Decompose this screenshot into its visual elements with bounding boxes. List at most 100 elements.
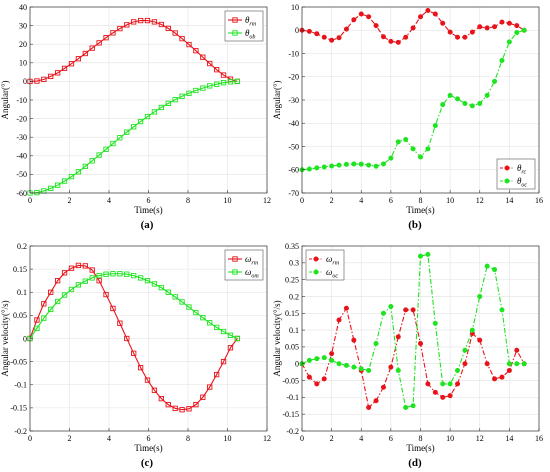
data-point-1-8 [358, 11, 364, 17]
data-point-2-14 [403, 137, 409, 143]
data-point-1-1 [34, 317, 40, 323]
data-point-2-24 [193, 87, 199, 94]
legend-label-2: θoc [517, 176, 527, 189]
data-point-2-1 [34, 325, 40, 331]
data-point-1-6 [68, 265, 75, 271]
data-point-2-10 [373, 163, 379, 169]
data-point-2-12 [388, 304, 394, 310]
data-point-1-20 [165, 25, 171, 32]
data-point-1-24 [193, 401, 199, 408]
data-point-2-29 [514, 30, 520, 36]
data-point-1-16 [417, 14, 423, 20]
data-point-1-25 [200, 54, 206, 60]
series-group [27, 262, 241, 413]
data-point-2-15 [131, 124, 137, 130]
y-tick-label: -0.2 [14, 427, 27, 436]
data-point-1-27 [213, 67, 220, 73]
data-point-2-8 [82, 278, 88, 284]
x-tick-label: 6 [147, 434, 151, 443]
data-point-2-8 [82, 163, 88, 170]
data-point-2-18 [432, 320, 438, 326]
legend-label-1: θrm [245, 15, 257, 28]
data-point-2-7 [351, 364, 357, 370]
y-tick-label: 30 [19, 21, 27, 30]
data-point-1-20 [447, 29, 453, 35]
data-point-1-2 [314, 31, 320, 37]
data-point-2-3 [48, 185, 54, 191]
data-point-1-28 [506, 20, 512, 26]
data-point-2-legend [504, 178, 510, 184]
data-point-2-28 [220, 80, 227, 86]
x-tick-label: 12 [476, 196, 484, 205]
data-point-1-7 [75, 56, 82, 62]
y-tick-label: -50 [288, 142, 299, 151]
series-line-1 [29, 264, 238, 411]
data-point-2-24 [477, 100, 483, 106]
x-tick-label: 8 [419, 434, 423, 443]
data-point-2-13 [117, 135, 123, 141]
y-tick-label: 0.1 [289, 326, 299, 335]
data-point-1-8 [82, 50, 88, 57]
data-point-1-6 [343, 305, 349, 311]
y-tick-label: -60 [16, 189, 27, 198]
y-tick-label: -0.15 [282, 410, 299, 419]
data-point-2-9 [366, 367, 372, 373]
data-point-2-23 [469, 327, 475, 333]
legend-label-2: ωom [245, 267, 259, 280]
y-tick-label: -0.1 [14, 381, 27, 390]
data-point-1-10 [96, 278, 102, 284]
data-point-1-8 [82, 263, 88, 269]
data-point-2-28 [506, 361, 512, 367]
panel-label: (d) [408, 457, 422, 469]
data-point-1-3 [48, 73, 54, 80]
chart-panel-4: 0 2 4 6 8 10 12 14 16 -0.2 -0.15 -0.1 -0.05 0 0.05 0.1 0… [272, 242, 543, 469]
y-tick-label: -20 [288, 73, 299, 82]
legend-box [305, 249, 345, 281]
data-point-2-4 [329, 163, 335, 169]
data-point-1-5 [61, 270, 68, 276]
data-point-2-22 [462, 347, 468, 353]
data-point-2-5 [61, 178, 68, 184]
data-point-2-legend [313, 269, 319, 275]
data-point-2-7 [75, 282, 82, 288]
data-point-2-4 [55, 182, 61, 188]
data-point-2-28 [220, 328, 227, 335]
data-point-1-4 [55, 278, 61, 284]
data-point-2-2 [314, 356, 320, 362]
data-point-2-16 [137, 275, 144, 281]
legend-label-1: θrc [517, 163, 527, 176]
x-axis-label: Time(s) [406, 205, 434, 215]
y-tick-label: -40 [16, 152, 27, 161]
panel-label: (c) [141, 457, 154, 469]
x-axis-label: Time(s) [134, 443, 162, 453]
data-point-2-12 [110, 271, 116, 277]
data-point-2-11 [103, 271, 109, 277]
y-tick-label: 10 [19, 59, 27, 68]
data-point-2-25 [200, 85, 206, 91]
data-point-1-14 [124, 22, 130, 28]
data-point-2-17 [144, 113, 151, 120]
data-point-1-7 [351, 17, 357, 23]
data-point-1-12 [388, 38, 394, 44]
data-point-2-10 [373, 341, 379, 347]
data-point-1-28 [220, 358, 227, 365]
y-axis-label: Angular(°) [0, 80, 10, 119]
data-point-2-15 [131, 272, 137, 279]
data-point-2-21 [172, 294, 178, 300]
data-point-1-27 [499, 374, 505, 380]
x-tick-label: 6 [147, 196, 151, 205]
data-point-2-18 [151, 109, 158, 115]
legend-box [224, 249, 264, 281]
legend-label-2: θob [245, 28, 255, 41]
data-point-2-6 [68, 286, 75, 293]
data-point-1-19 [440, 394, 446, 400]
x-tick-label: 6 [389, 434, 393, 443]
x-tick-label: 10 [446, 434, 454, 443]
data-point-2-17 [425, 251, 431, 257]
series-line-1 [29, 20, 238, 82]
data-point-1-6 [343, 26, 349, 32]
y-tick-label: -0.15 [10, 404, 27, 413]
data-point-2-19 [158, 284, 164, 291]
data-point-1-26 [207, 60, 213, 67]
data-point-2-20 [447, 381, 453, 387]
